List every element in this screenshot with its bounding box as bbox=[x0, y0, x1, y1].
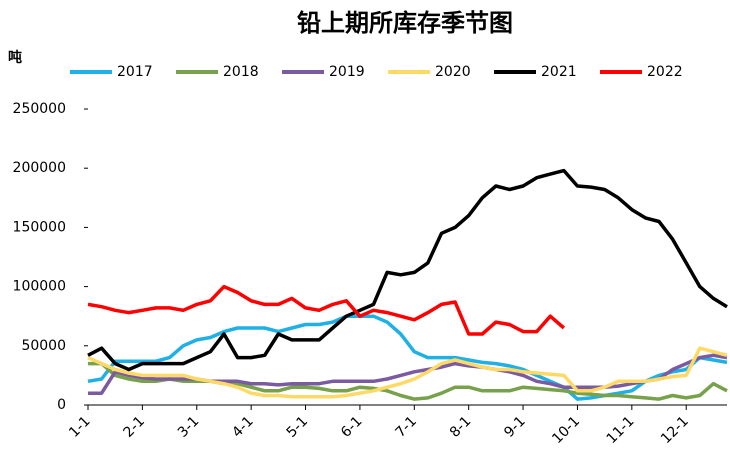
x-tick-label: 8-1 bbox=[447, 413, 474, 440]
y-tick-label: 100000 bbox=[13, 279, 66, 295]
series-line bbox=[87, 168, 728, 372]
x-tick-label: 1-1 bbox=[66, 413, 93, 440]
legend-label: 2019 bbox=[329, 64, 365, 80]
legend-label: 2020 bbox=[435, 64, 471, 80]
y-tick-label: 250000 bbox=[13, 101, 66, 117]
y-axis-label: 吨 bbox=[8, 49, 22, 66]
y-tick-label: 50000 bbox=[21, 338, 66, 354]
x-tick-label: 10-1 bbox=[549, 413, 583, 447]
x-tick-label: 4-1 bbox=[229, 413, 256, 440]
y-tick-label: 150000 bbox=[13, 219, 66, 235]
x-tick-label: 12-1 bbox=[658, 413, 692, 447]
x-tick-label: 6-1 bbox=[338, 413, 365, 440]
x-tick-label: 11-1 bbox=[604, 413, 638, 447]
series-line bbox=[87, 346, 728, 399]
x-tick-label: 2-1 bbox=[121, 413, 148, 440]
y-tick-label: 200000 bbox=[13, 160, 66, 176]
series-line bbox=[88, 361, 728, 401]
y-tick-label: 0 bbox=[57, 397, 66, 413]
legend-label: 2018 bbox=[223, 64, 259, 80]
x-tick-label: 9-1 bbox=[501, 413, 528, 440]
series-line bbox=[87, 314, 728, 401]
x-tick-label: 7-1 bbox=[392, 413, 419, 440]
legend-label: 2022 bbox=[647, 64, 683, 80]
chart-title: 铅上期所库存季节图 bbox=[297, 9, 513, 37]
x-tick-label: 5-1 bbox=[284, 413, 311, 440]
x-tick-label: 3-1 bbox=[175, 413, 202, 440]
legend-label: 2017 bbox=[117, 64, 153, 80]
series-line bbox=[87, 284, 566, 336]
legend-label: 2021 bbox=[541, 64, 577, 80]
